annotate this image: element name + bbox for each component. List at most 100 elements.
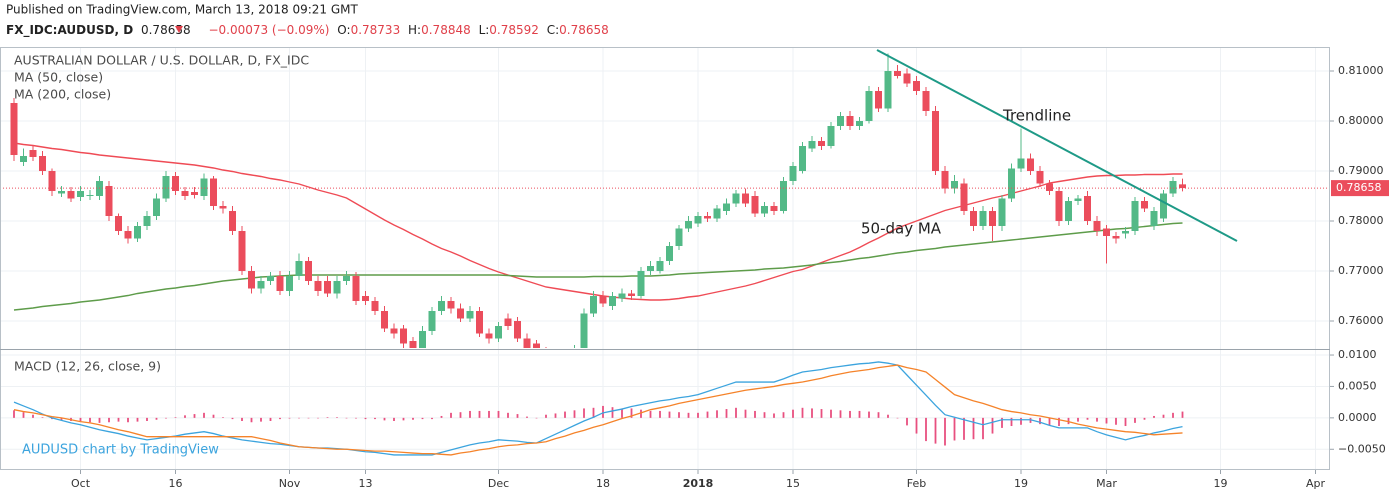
histogram-bar (991, 417, 994, 434)
histogram-bar (317, 417, 319, 419)
candle-body (504, 318, 512, 326)
histogram-bar (1077, 417, 1079, 422)
histogram-bar (1105, 417, 1108, 424)
histogram-bar (193, 414, 196, 418)
candle-body (599, 296, 607, 304)
histogram-bar (326, 417, 329, 418)
candle-body (172, 176, 179, 191)
y-tick-label: −0.0050 (1338, 442, 1386, 455)
candle-body (761, 206, 768, 214)
histogram-bar (1181, 411, 1184, 418)
close-label: C: (547, 23, 559, 37)
histogram-bar (649, 410, 652, 418)
y-tick-label: 0.0100 (1338, 348, 1377, 361)
histogram-bar (573, 410, 576, 418)
histogram-bar (906, 417, 908, 426)
histogram-bar (526, 416, 528, 418)
histogram-bar (982, 417, 984, 440)
macd-line (13, 361, 1183, 456)
candle-body (685, 221, 692, 229)
candle-body (162, 176, 170, 199)
histogram-bar (1020, 417, 1022, 425)
candle-body (922, 91, 930, 111)
candle-body (1027, 158, 1034, 171)
histogram-bar (915, 417, 918, 434)
histogram-bar (374, 417, 376, 420)
histogram-bar (706, 411, 709, 418)
candle-body (343, 276, 350, 281)
candle-body (58, 191, 65, 194)
candle-body (115, 216, 122, 231)
histogram-bar (79, 417, 82, 421)
y-tick-label: 0.0000 (1338, 411, 1377, 424)
histogram-bar (1134, 417, 1136, 423)
candle-body (856, 121, 863, 126)
candle-body (105, 186, 113, 216)
histogram-bar (659, 410, 661, 418)
histogram-bar (1001, 417, 1003, 428)
candle-body (362, 296, 369, 301)
moving-average (13, 142, 1183, 301)
candle-body (780, 181, 787, 211)
candle-body (409, 341, 417, 348)
low-value: 0.78592 (489, 23, 539, 37)
x-tick-label: 19 (1214, 477, 1228, 490)
histogram-bar (678, 412, 680, 418)
candle-body (742, 193, 749, 204)
candle-body (808, 141, 816, 149)
histogram-bar (298, 417, 300, 419)
candle-body (77, 191, 84, 197)
y-tick-label: 0.81000 (1338, 64, 1384, 77)
chart-title: AUSTRALIAN DOLLAR / U.S. DOLLAR, D, FX_I… (14, 53, 309, 68)
candle-body (656, 261, 664, 271)
candle-body (219, 206, 227, 209)
candle-body (200, 178, 208, 196)
low-label: L: (479, 23, 490, 37)
candle-body (29, 150, 37, 157)
histogram-bar (953, 417, 956, 441)
y-tick-label: 0.79000 (1338, 164, 1384, 177)
histogram-bar (383, 417, 386, 421)
histogram-bar (735, 407, 737, 418)
histogram-bar (611, 407, 614, 418)
candle-body (618, 293, 626, 299)
histogram-bar (60, 417, 63, 421)
histogram-bar (773, 413, 775, 418)
histogram-bar (421, 417, 424, 420)
candle-body (723, 203, 730, 211)
histogram-bar (602, 405, 604, 418)
open-label: O: (337, 23, 350, 37)
candle-body (210, 178, 217, 206)
candle-body (1055, 191, 1063, 221)
x-tick-label: Mar (1096, 477, 1117, 490)
candle-body (333, 281, 341, 294)
candle-body (590, 296, 597, 314)
histogram-bar (792, 409, 794, 418)
symbol: FX_IDC:AUDUSD, D (6, 23, 133, 38)
histogram-bar (516, 414, 519, 418)
histogram-bar (241, 417, 243, 421)
histogram-bar (488, 410, 490, 418)
histogram-bar (640, 409, 642, 418)
histogram-bar (402, 417, 405, 421)
candle-body (1141, 201, 1148, 209)
candle-body (229, 211, 236, 231)
candle-body (390, 328, 398, 334)
histogram-bar (307, 417, 310, 419)
candle-body (1036, 171, 1044, 184)
candle-body (552, 364, 559, 372)
candle-body (998, 198, 1006, 226)
histogram-bar (364, 417, 367, 420)
histogram-bar (13, 410, 15, 418)
candle-body (466, 311, 474, 319)
histogram-bar (697, 412, 699, 418)
histogram-bar (592, 407, 595, 418)
x-tick-label: 15 (786, 477, 800, 490)
candle-body (979, 211, 987, 226)
histogram-bar (89, 417, 91, 423)
histogram-bar (165, 417, 167, 419)
candle-body (732, 193, 740, 204)
candle-body (257, 281, 265, 289)
histogram-bar (583, 408, 585, 418)
candle-body (305, 261, 312, 281)
